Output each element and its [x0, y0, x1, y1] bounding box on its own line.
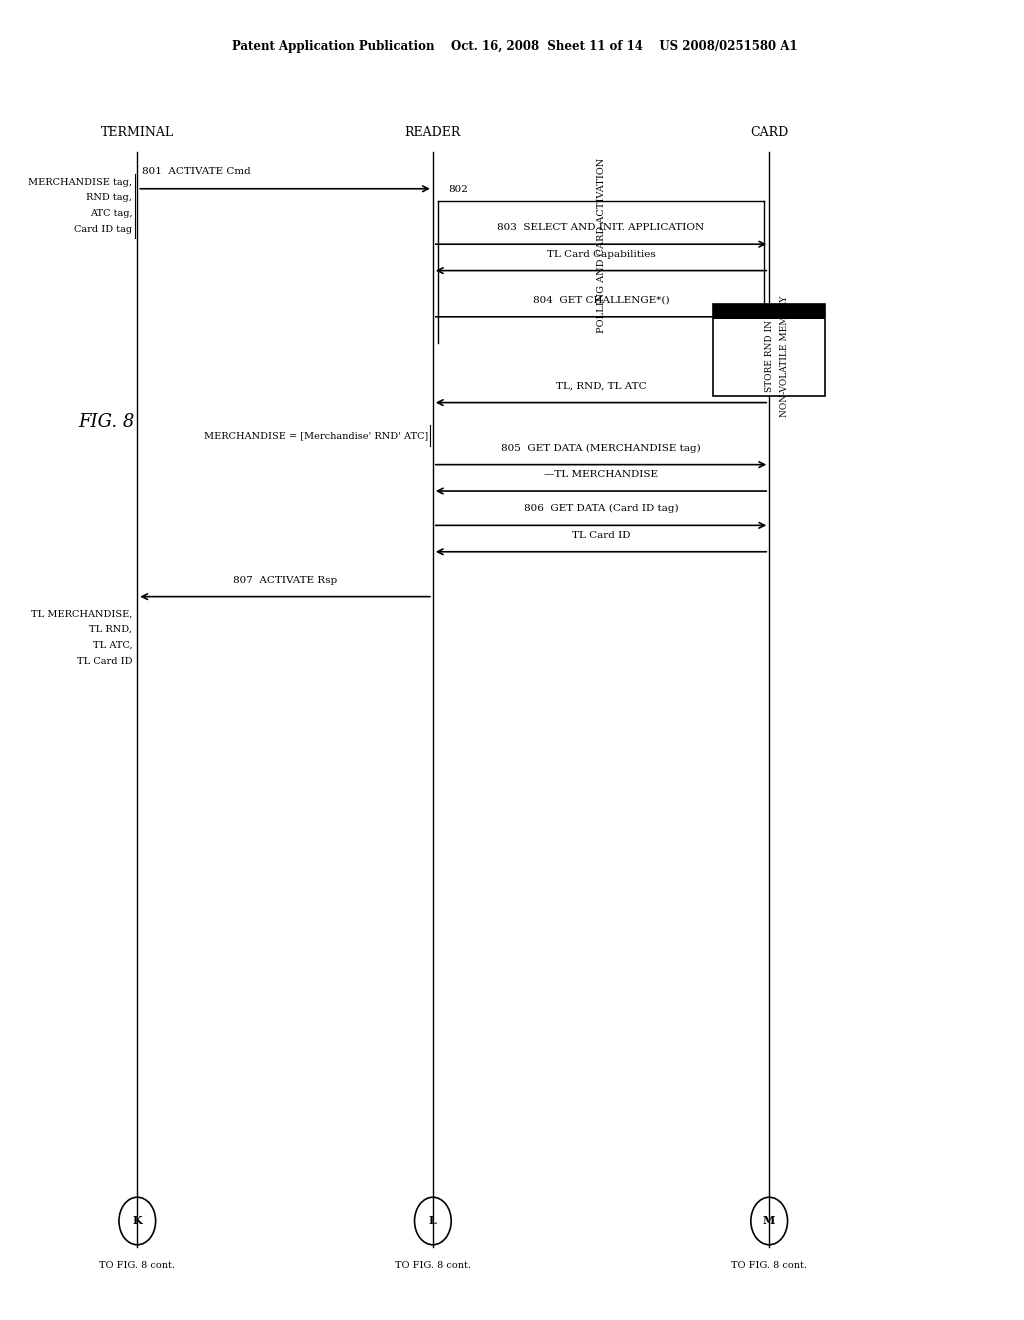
Text: TL MERCHANDISE,: TL MERCHANDISE, — [31, 610, 132, 618]
Text: M: M — [763, 1216, 775, 1226]
Text: MERCHANDISE tag,: MERCHANDISE tag, — [29, 178, 132, 186]
Text: POLLING AND CARD ACTIVATION: POLLING AND CARD ACTIVATION — [597, 158, 605, 333]
Text: MERCHANDISE = [Merchandise' RND' ATC]: MERCHANDISE = [Merchandise' RND' ATC] — [204, 432, 428, 440]
Text: ATC tag,: ATC tag, — [89, 210, 132, 218]
Text: TL, RND, TL ATC: TL, RND, TL ATC — [556, 381, 646, 391]
Text: READER: READER — [404, 125, 461, 139]
Text: TO FIG. 8 cont.: TO FIG. 8 cont. — [395, 1261, 471, 1270]
Text: 804  GET CHALLENGE*(): 804 GET CHALLENGE*() — [532, 296, 670, 305]
Text: 806  GET DATA (Card ID tag): 806 GET DATA (Card ID tag) — [523, 504, 678, 513]
Bar — [713, 304, 825, 396]
Text: K: K — [132, 1216, 142, 1226]
Text: STORE RND IN: STORE RND IN — [765, 321, 774, 392]
Text: TL Card ID: TL Card ID — [571, 531, 631, 540]
Text: 801  ACTIVATE Cmd: 801 ACTIVATE Cmd — [142, 166, 251, 176]
Text: Patent Application Publication    Oct. 16, 2008  Sheet 11 of 14    US 2008/02515: Patent Application Publication Oct. 16, … — [231, 40, 797, 53]
Text: 805  GET DATA (MERCHANDISE tag): 805 GET DATA (MERCHANDISE tag) — [501, 444, 700, 453]
Text: NON-VOLATILE MEMORY: NON-VOLATILE MEMORY — [780, 296, 788, 417]
Text: TO FIG. 8 cont.: TO FIG. 8 cont. — [731, 1261, 807, 1270]
Text: TL RND,: TL RND, — [89, 626, 132, 634]
Text: CARD: CARD — [750, 125, 788, 139]
Text: TL Card Capabilities: TL Card Capabilities — [547, 249, 655, 259]
Text: 802: 802 — [449, 185, 468, 194]
Text: Card ID tag: Card ID tag — [74, 226, 132, 234]
Text: FIG. 8: FIG. 8 — [79, 413, 135, 432]
Text: RND tag,: RND tag, — [86, 194, 132, 202]
Text: 807  ACTIVATE Rsp: 807 ACTIVATE Rsp — [232, 576, 337, 585]
Text: TL Card ID: TL Card ID — [77, 657, 132, 665]
Text: L: L — [429, 1216, 437, 1226]
Text: 803  SELECT AND INIT. APPLICATION: 803 SELECT AND INIT. APPLICATION — [498, 223, 705, 232]
Text: —TL MERCHANDISE: —TL MERCHANDISE — [544, 470, 658, 479]
Text: TERMINAL: TERMINAL — [100, 125, 174, 139]
Text: TO FIG. 8 cont.: TO FIG. 8 cont. — [99, 1261, 175, 1270]
Bar — [713, 304, 825, 319]
Text: TL ATC,: TL ATC, — [92, 642, 132, 649]
